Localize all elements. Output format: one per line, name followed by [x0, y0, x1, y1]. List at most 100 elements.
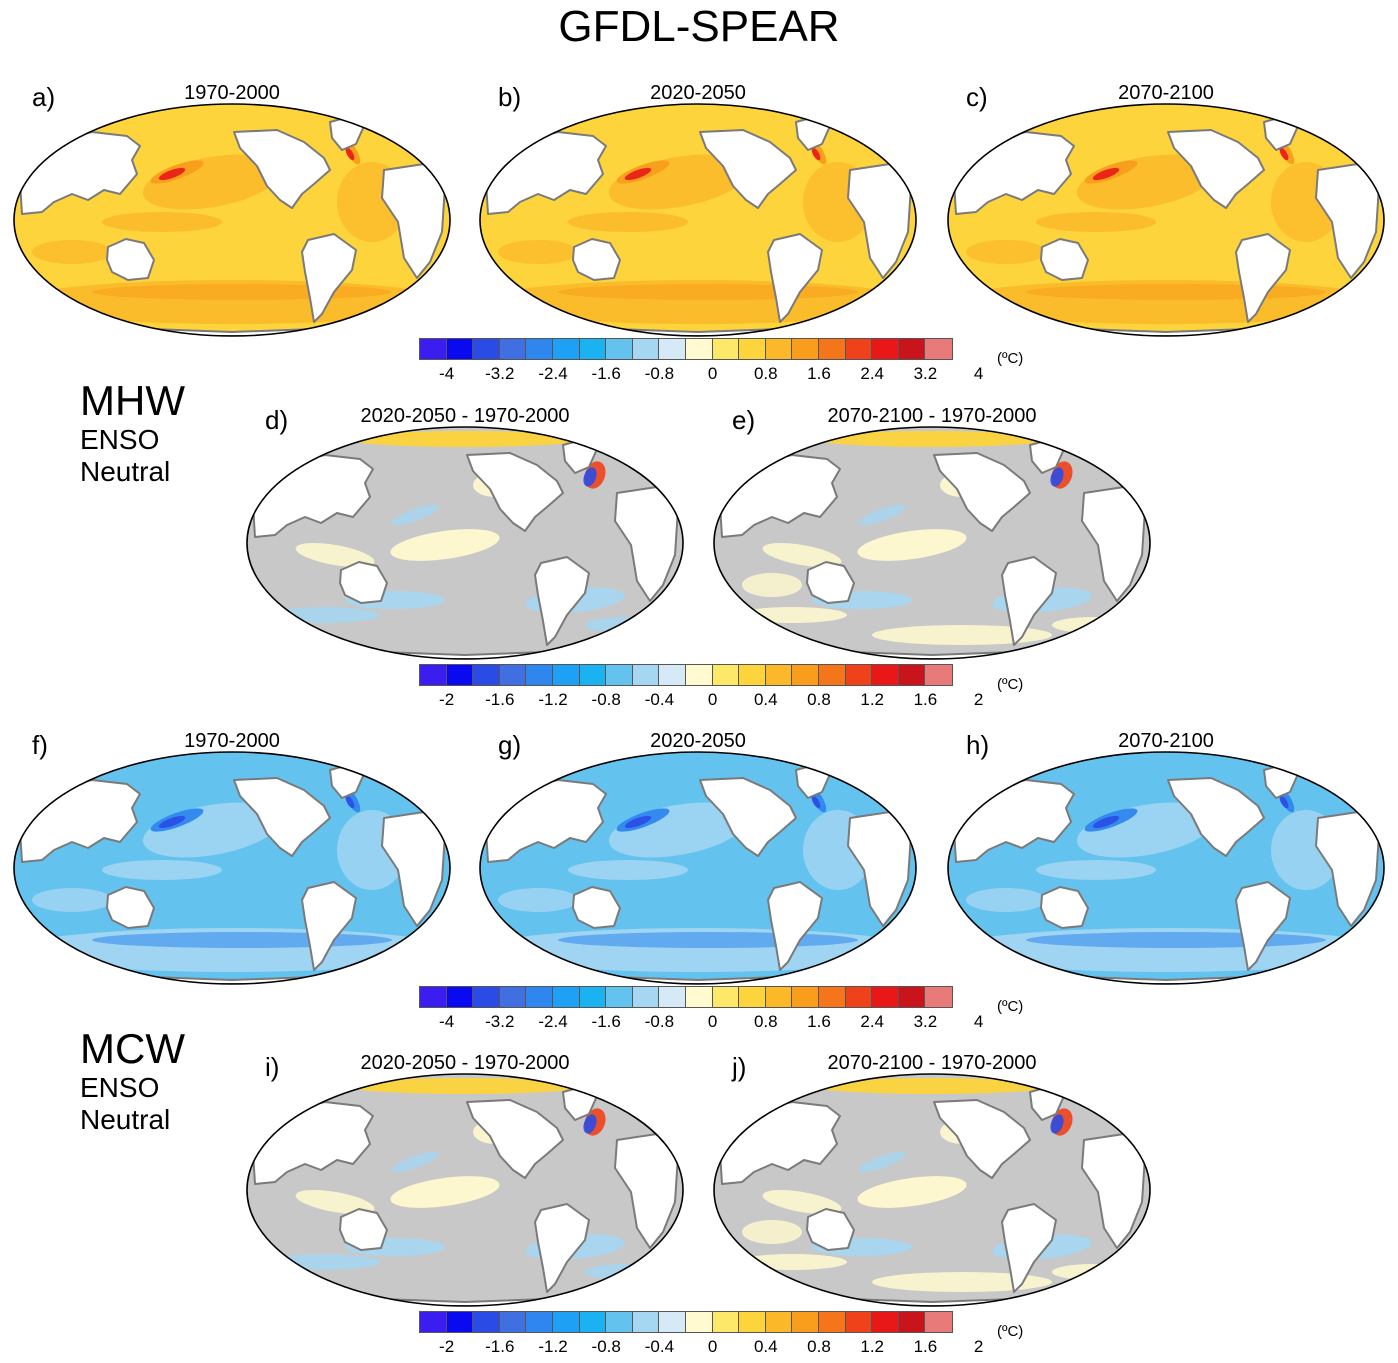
panel-g: g) 2020-2050 [478, 730, 918, 990]
field-patch [92, 932, 392, 948]
field-patch [583, 1114, 597, 1134]
colorbar-tick-label: 3.2 [913, 1012, 938, 1031]
colorbar-boxes [419, 1311, 953, 1333]
colorbar-tick-label: 1.6 [913, 1337, 938, 1356]
field-patch [624, 167, 652, 181]
colorbar-tick-label: 0 [707, 364, 718, 383]
colorbar-tick-label: 0 [707, 1337, 718, 1356]
field-patch [1026, 284, 1326, 300]
colorbar-tick-label: 2 [973, 1337, 984, 1356]
south-america-landmass [1235, 233, 1291, 323]
map-border [13, 751, 451, 985]
colorbar-swatch [446, 665, 474, 685]
world-map [13, 103, 451, 337]
field-patch [1279, 147, 1289, 161]
panel-title: 1970-2000 [184, 82, 280, 104]
map-border [246, 1073, 684, 1307]
colorbar-3: -4 -3.2 -2.4 -1.6 -0.8 0 0.8 1.6 2.4 3.2 4 (ºC) [419, 986, 1059, 1032]
section-sub: Neutral [80, 1104, 171, 1135]
colorbar-swatch [845, 1312, 873, 1332]
colorbar-swatch [473, 987, 500, 1007]
colorbar-swatch [685, 665, 713, 685]
panel-title: 2070-2100 [1118, 82, 1214, 104]
field-patch [1052, 617, 1132, 633]
field-patch [812, 1078, 1052, 1094]
colorbar-boxes [419, 986, 953, 1008]
south-america-landmass [1001, 556, 1057, 646]
colorbar-tick-label: -2 [439, 690, 455, 709]
colorbar-swatch [659, 1312, 686, 1332]
colorbar-swatch [420, 987, 447, 1007]
colorbar-boxes [419, 664, 953, 686]
world-map [246, 426, 684, 660]
map-border [479, 751, 917, 985]
south-america-landmass [767, 881, 823, 971]
colorbar-swatch [739, 339, 766, 359]
colorbar-tick-label: -1.2 [538, 690, 568, 709]
colorbar-tick-label: -3.2 [485, 1012, 515, 1031]
colorbar-swatch [818, 339, 846, 359]
field-patch [1026, 932, 1326, 948]
field-patch [345, 431, 585, 447]
colorbar-tick-label: -4 [439, 364, 455, 383]
colorbar-tick-label: 2.4 [860, 364, 885, 383]
panel-label: j) [732, 1052, 747, 1082]
colorbar-swatch [606, 339, 633, 359]
colorbar-swatch [552, 665, 580, 685]
panel-label: a) [32, 82, 56, 112]
colorbar-tick-label: -2.4 [538, 364, 568, 383]
colorbar-tick-label: -0.8 [644, 1012, 675, 1031]
field-patch [32, 240, 112, 264]
australia-landmass [339, 1208, 388, 1251]
north-america-landmass [1167, 129, 1265, 209]
colorbar-swatch [925, 665, 952, 685]
colorbar-swatch [499, 339, 527, 359]
panel-title: 2020-2050 - 1970-2000 [360, 405, 570, 427]
field-patch [1279, 795, 1289, 809]
panel-a: a) 1970-2000 [12, 82, 452, 342]
north-america-landmass [933, 452, 1031, 532]
colorbar-swatch [632, 987, 660, 1007]
colorbar-tick-label: 0 [707, 1012, 718, 1031]
colorbar-tick-label: -2 [439, 1337, 455, 1356]
colorbar-swatch [473, 665, 500, 685]
colorbar-tick-label: 2.4 [860, 1012, 885, 1031]
north-america-landmass [699, 129, 797, 209]
panel-title: 2020-2050 - 1970-2000 [360, 1052, 570, 1074]
field-patch [811, 795, 821, 809]
north-america-landmass [233, 777, 331, 857]
field-patch [585, 617, 665, 633]
panel-b: b) 2020-2050 [478, 82, 918, 342]
panel-label: h) [966, 730, 990, 760]
section-label-mhw: MHW ENSO Neutral [80, 378, 185, 488]
colorbar-swatch [526, 987, 553, 1007]
field-patch [966, 240, 1046, 264]
world-map [713, 1073, 1151, 1307]
field-patch [102, 860, 222, 880]
world-map [947, 751, 1385, 985]
field-patch [762, 1189, 842, 1215]
colorbar-swatch [526, 1312, 553, 1332]
section-label-mcw: MCW ENSO Neutral [80, 1026, 185, 1136]
south-america-landmass [1235, 881, 1291, 971]
australia-landmass [106, 238, 155, 281]
field-patch [390, 1176, 500, 1208]
colorbar-swatch [739, 1312, 766, 1332]
field-patch [585, 1264, 665, 1280]
ocean-field [714, 1074, 1150, 1306]
colorbar-swatch [632, 339, 660, 359]
colorbar-swatch [632, 1312, 660, 1332]
colorbar-tick-label: -0.8 [644, 364, 675, 383]
colorbar-swatch [792, 339, 819, 359]
colorbar-tick-label: -0.8 [591, 690, 621, 709]
field-patch [92, 284, 392, 300]
field-patch [345, 795, 355, 809]
colorbar-unit: (ºC) [997, 1323, 1024, 1340]
colorbar-swatch [552, 987, 580, 1007]
colorbar-tick-label: 0 [707, 690, 718, 709]
colorbar-tick-label: 0.4 [753, 1337, 778, 1356]
world-map [13, 751, 451, 985]
field-patch [32, 888, 112, 912]
australia-landmass [339, 561, 388, 604]
colorbar-swatch [792, 665, 819, 685]
